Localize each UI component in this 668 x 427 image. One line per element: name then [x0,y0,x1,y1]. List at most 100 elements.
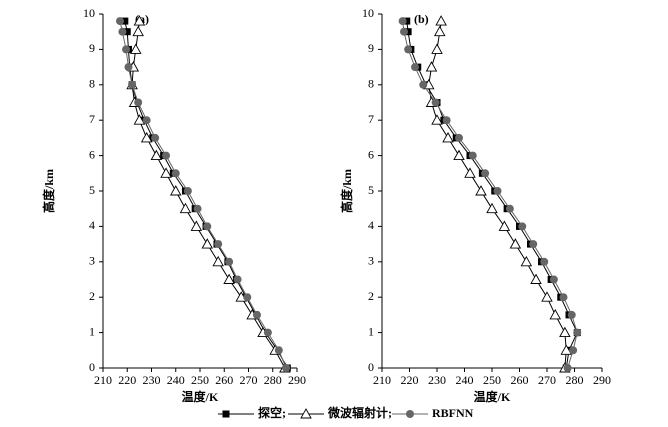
x-tick-label: 240 [456,373,474,387]
marker-circle [481,169,490,178]
marker-circle [529,240,538,249]
marker-triangle [179,202,192,214]
marker-circle [406,410,414,418]
x-tick-label: 290 [288,373,306,387]
marker-triangle [541,291,553,302]
marker-triangle [431,114,443,125]
series-line [124,20,288,369]
x-axis-label: 温度/K [182,389,219,404]
marker-circle [455,133,463,142]
legend-label: 探空; [258,405,286,420]
marker-triangle [520,255,533,267]
marker-circle [431,98,440,107]
y-tick-label: 7 [368,112,374,126]
x-tick-label: 210 [94,373,112,387]
panel-label: (b) [414,12,429,26]
marker-circle [183,187,192,195]
marker-circle [404,45,413,54]
x-tick-label: 260 [511,373,529,387]
x-tick-label: 230 [143,373,161,387]
marker-triangle [169,185,182,196]
x-tick-label: 260 [215,373,233,387]
marker-square [222,410,230,418]
marker-circle [559,293,568,302]
marker-triangle [140,131,153,143]
x-tick-label: 250 [191,373,209,387]
marker-triangle [132,25,144,37]
marker-circle [274,346,283,355]
marker-circle [540,257,549,266]
marker-circle [134,98,143,107]
marker-circle [400,27,408,36]
x-tick-label: 290 [593,373,611,387]
y-tick-label: 8 [89,77,95,91]
marker-triangle [133,15,146,26]
marker-triangle [133,114,146,125]
marker-triangle [530,273,542,284]
marker-circle [122,45,131,54]
marker-triangle [435,15,447,26]
y-tick-label: 9 [89,41,95,55]
marker-triangle [223,273,235,284]
x-tick-label: 280 [566,373,584,387]
marker-triangle [433,25,446,37]
y-tick-label: 0 [89,360,95,374]
y-tick-label: 5 [368,183,374,197]
marker-circle [518,222,527,231]
marker-circle [505,204,514,213]
y-axis-label: 高度/km [339,169,354,213]
y-tick-label: 7 [89,112,95,126]
marker-circle [233,275,242,284]
marker-triangle [486,202,498,214]
marker-circle [214,240,223,249]
y-tick-label: 5 [89,183,95,197]
marker-triangle [509,238,522,249]
marker-square [403,17,411,25]
marker-circle [115,17,124,26]
marker-square [121,17,129,25]
legend-label: RBFNN [432,406,474,420]
x-tick-label: 230 [428,373,446,387]
marker-circle [563,364,572,372]
y-tick-label: 4 [368,218,374,232]
marker-square [404,28,412,36]
marker-circle [252,310,261,319]
x-tick-label: 270 [240,373,258,387]
y-tick-label: 3 [368,254,374,268]
x-axis-label: 温度/K [474,389,511,404]
x-tick-label: 270 [538,373,556,387]
y-axis-label: 高度/km [41,169,56,213]
marker-circle [171,169,180,178]
x-tick-label: 250 [483,373,501,387]
marker-circle [493,187,502,195]
marker-triangle [475,185,487,196]
y-tick-label: 3 [89,254,95,268]
marker-circle [203,222,212,231]
y-tick-label: 4 [89,218,95,232]
marker-triangle [431,43,443,54]
marker-circle [468,151,477,160]
y-tick-label: 1 [89,324,95,338]
marker-circle [193,204,202,213]
marker-triangle [549,308,562,320]
x-tick-label: 240 [167,373,185,387]
y-tick-label: 6 [89,147,95,161]
marker-circle [263,328,272,337]
marker-circle [569,346,578,355]
marker-square [123,28,131,36]
marker-triangle [160,167,172,178]
marker-circle [411,63,419,72]
marker-triangle [425,61,438,72]
y-tick-label: 9 [368,41,374,55]
series-line [119,20,287,369]
y-tick-label: 10 [83,6,95,20]
x-tick-label: 220 [401,373,419,387]
y-tick-label: 6 [368,147,374,161]
x-tick-label: 220 [118,373,136,387]
marker-triangle [190,220,203,231]
marker-triangle [150,149,163,161]
marker-triangle [559,326,571,338]
y-tick-label: 2 [89,289,95,303]
x-tick-label: 210 [373,373,391,387]
